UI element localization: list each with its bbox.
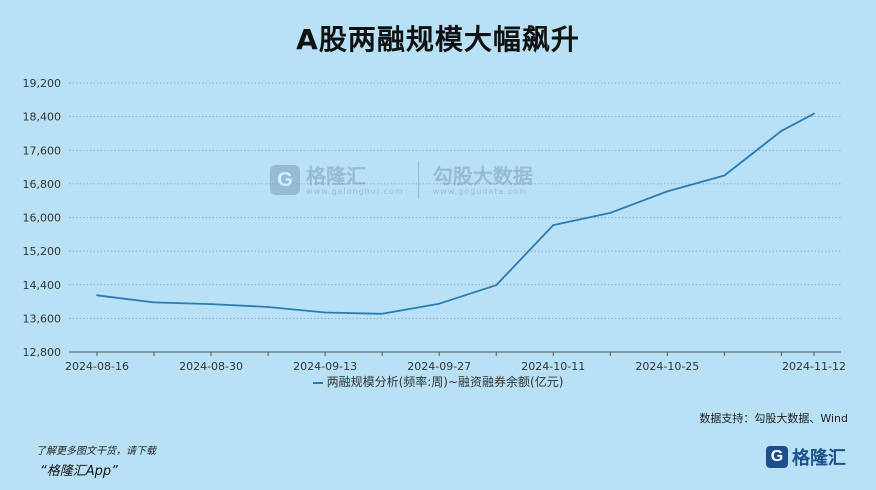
footer-app-name: “格隆汇App”: [40, 464, 118, 479]
data-point: [267, 306, 270, 308]
x-tick-label: 2024-09-27: [407, 360, 471, 373]
y-tick-label: 17,600: [23, 144, 62, 157]
x-tick-label: 2024-08-30: [179, 360, 243, 373]
chart-title: A股两融规模大幅飙升: [296, 23, 580, 56]
x-tick-label: 2024-08-16: [65, 360, 129, 373]
data-point: [552, 224, 555, 226]
y-tick-label: 16,000: [23, 212, 62, 225]
data-point: [153, 301, 155, 304]
data-point: [723, 174, 726, 177]
watermark-brand2-site: www.gogudata.com: [432, 186, 528, 196]
y-tick-label: 16,800: [23, 178, 62, 191]
y-tick-label: 18,400: [23, 111, 62, 124]
y-tick-label: 15,200: [23, 245, 62, 258]
line-chart: 12,800 13,600 14,400 15,200 16,000 16,800 17,6…: [23, 77, 846, 373]
data-point: [324, 311, 327, 314]
y-tick-label: 12,800: [23, 346, 62, 359]
footer-promo-text: 了解更多图文干货，请下载: [36, 446, 156, 457]
watermark-brand1: 格隆汇: [306, 163, 366, 188]
data-source: 数据支持：勾股大数据、Wind: [699, 412, 848, 425]
legend-swatch: [312, 381, 323, 384]
watermark-brand2: 勾股大数据: [432, 163, 533, 188]
x-tick-label: 2024-10-25: [635, 360, 699, 373]
chart-legend: 两融规模分析(频率:周)~融资融券余额(亿元): [0, 373, 876, 390]
gelonghui-logo-text: 格隆汇: [792, 448, 846, 469]
gelonghui-logo-icon: G: [766, 446, 788, 468]
data-point: [813, 112, 815, 115]
legend-label: 两融规模分析(频率:周)~融资融券余额(亿元): [326, 375, 564, 389]
x-tick-label: 2024-11-12: [782, 360, 846, 373]
watermark-brand1-site: www.gelonghui.com: [306, 186, 404, 196]
x-tick-label: 2024-10-11: [521, 360, 585, 373]
watermark: G 格隆汇 www.gelonghui.com 勾股大数据 www.goguda…: [270, 158, 533, 202]
data-point: [609, 211, 612, 214]
y-tick-label: 19,200: [23, 77, 62, 90]
y-tick-label: 13,600: [23, 312, 62, 325]
y-tick-label: 14,400: [23, 279, 62, 292]
gelonghui-watermark-icon: G: [270, 165, 300, 195]
data-point: [780, 130, 783, 132]
series-line: [96, 112, 815, 315]
x-tick-label: 2024-09-13: [293, 360, 357, 373]
data-point: [438, 302, 441, 305]
data-point: [381, 312, 384, 315]
data-point: [96, 294, 98, 297]
data-point: [210, 303, 212, 305]
data-point: [666, 190, 669, 193]
gelonghui-logo: G 格隆汇: [766, 444, 846, 470]
data-point: [495, 284, 498, 287]
watermark-divider: [417, 161, 419, 199]
